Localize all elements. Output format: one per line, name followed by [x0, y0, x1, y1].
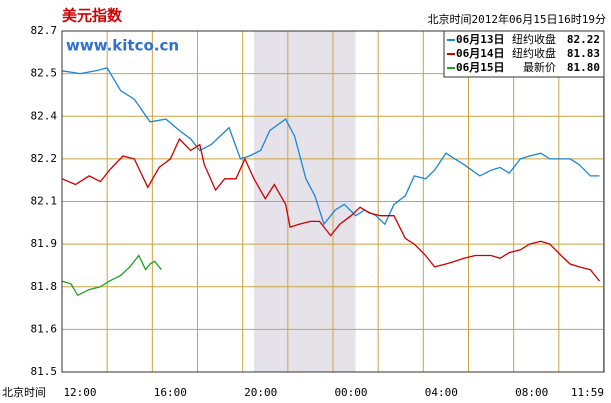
x-tick-label: 16:00	[154, 386, 187, 399]
legend-value: 81.83	[567, 47, 600, 60]
y-tick-label: 81.9	[31, 237, 58, 250]
legend-name: 06月13日	[456, 33, 505, 46]
chart-title: 美元指数	[62, 7, 123, 25]
legend-value: 82.22	[567, 33, 600, 46]
y-tick-label: 82.2	[31, 152, 58, 165]
series-line	[61, 137, 601, 282]
legend-name: 06月15日	[456, 61, 505, 74]
legend-label: 纽约收盘	[512, 46, 556, 60]
x-axis-label: 北京时间	[2, 385, 46, 399]
plot-border	[61, 30, 605, 373]
x-tick-label: 11:59	[571, 386, 604, 399]
series-line	[61, 67, 600, 226]
x-tick-label: 04:00	[425, 386, 458, 399]
y-tick-label: 81.5	[31, 365, 58, 378]
y-tick-label: 82.5	[31, 67, 58, 80]
y-tick-label: 81.6	[31, 322, 58, 335]
x-tick-label: 12:00	[63, 386, 96, 399]
legend-label: 纽约收盘	[512, 32, 556, 46]
y-tick-label: 81.8	[31, 280, 58, 293]
timestamp: 北京时间2012年06月15日16时19分	[428, 12, 606, 26]
x-tick-label: 00:00	[334, 386, 367, 399]
series-line	[61, 254, 162, 297]
x-tick-label: 20:00	[244, 386, 277, 399]
watermark: www.kitco.cn	[66, 37, 179, 55]
legend-box	[443, 30, 605, 78]
legend-name: 06月14日	[456, 47, 505, 60]
legend-label: 最新价	[523, 60, 556, 74]
x-tick-label: 08:00	[515, 386, 548, 399]
y-tick-label: 82.1	[31, 195, 58, 208]
legend-value: 81.80	[567, 61, 600, 74]
y-tick-label: 82.4	[31, 109, 58, 122]
y-tick-label: 82.7	[31, 24, 58, 37]
